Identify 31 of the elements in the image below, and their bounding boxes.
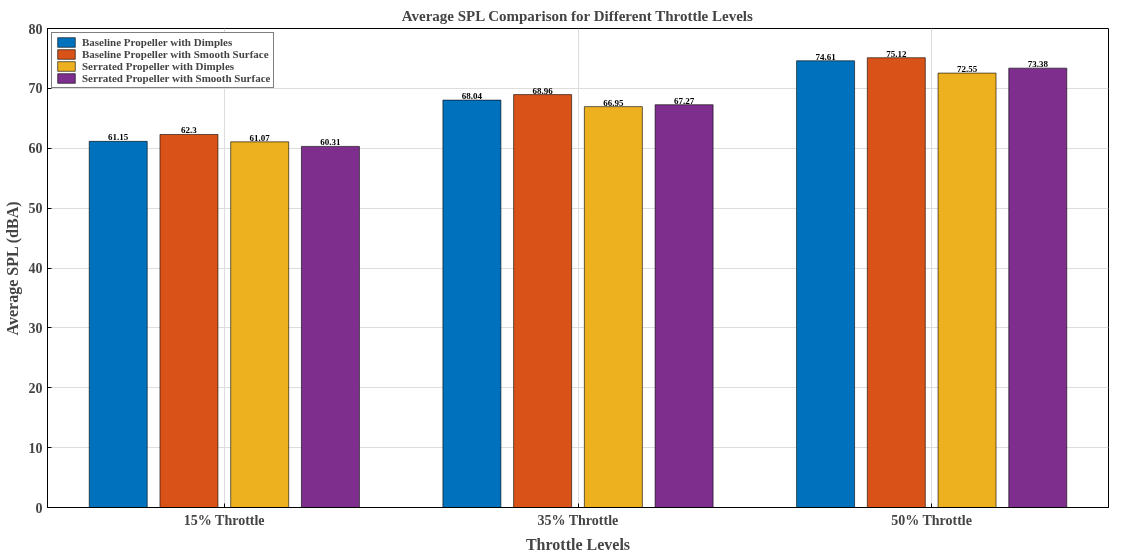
data-label: 67.27 (673, 95, 695, 106)
y-tick-label: 10 (28, 440, 43, 456)
x-axis-title: Throttle Levels (525, 535, 631, 553)
legend-label: Baseline Propeller with Smooth Surface (82, 48, 269, 60)
data-label: 74.61 (815, 51, 837, 62)
y-tick-label: 70 (28, 81, 43, 97)
data-label: 62.3 (181, 125, 198, 136)
chart-title: Average SPL Comparison for Different Throttle Levels (401, 7, 754, 24)
legend-label: Serrated Propeller with Dimples (82, 60, 235, 72)
y-tick-label: 30 (28, 320, 43, 336)
data-label: 72.55 (956, 64, 978, 75)
legend-label: Baseline Propeller with Dimples (82, 36, 233, 48)
data-label: 68.04 (461, 91, 483, 102)
data-label: 61.15 (108, 132, 129, 143)
y-tick-label: 20 (28, 380, 43, 396)
x-tick-label: 15% Throttle (183, 512, 265, 528)
data-label: 68.96 (532, 85, 554, 96)
data-label: 75.12 (886, 48, 907, 59)
y-tick-label: 40 (28, 261, 43, 276)
data-label: 73.38 (1027, 59, 1049, 70)
y-tick-label: 50 (28, 201, 43, 217)
y-tick-label: 0 (35, 500, 43, 516)
y-tick-label: 60 (28, 141, 43, 157)
x-tick-label: 50% Throttle (891, 512, 972, 528)
data-label: 60.31 (320, 137, 342, 148)
y-tick-label: 80 (28, 21, 43, 37)
y-axis-title: Average SPL (dBA) (3, 201, 22, 336)
x-tick-label: 35% Throttle (537, 512, 619, 528)
data-label: 66.95 (603, 97, 624, 108)
data-label: 61.07 (249, 132, 271, 143)
legend-label: Serrated Propeller with Smooth Surface (82, 72, 271, 84)
